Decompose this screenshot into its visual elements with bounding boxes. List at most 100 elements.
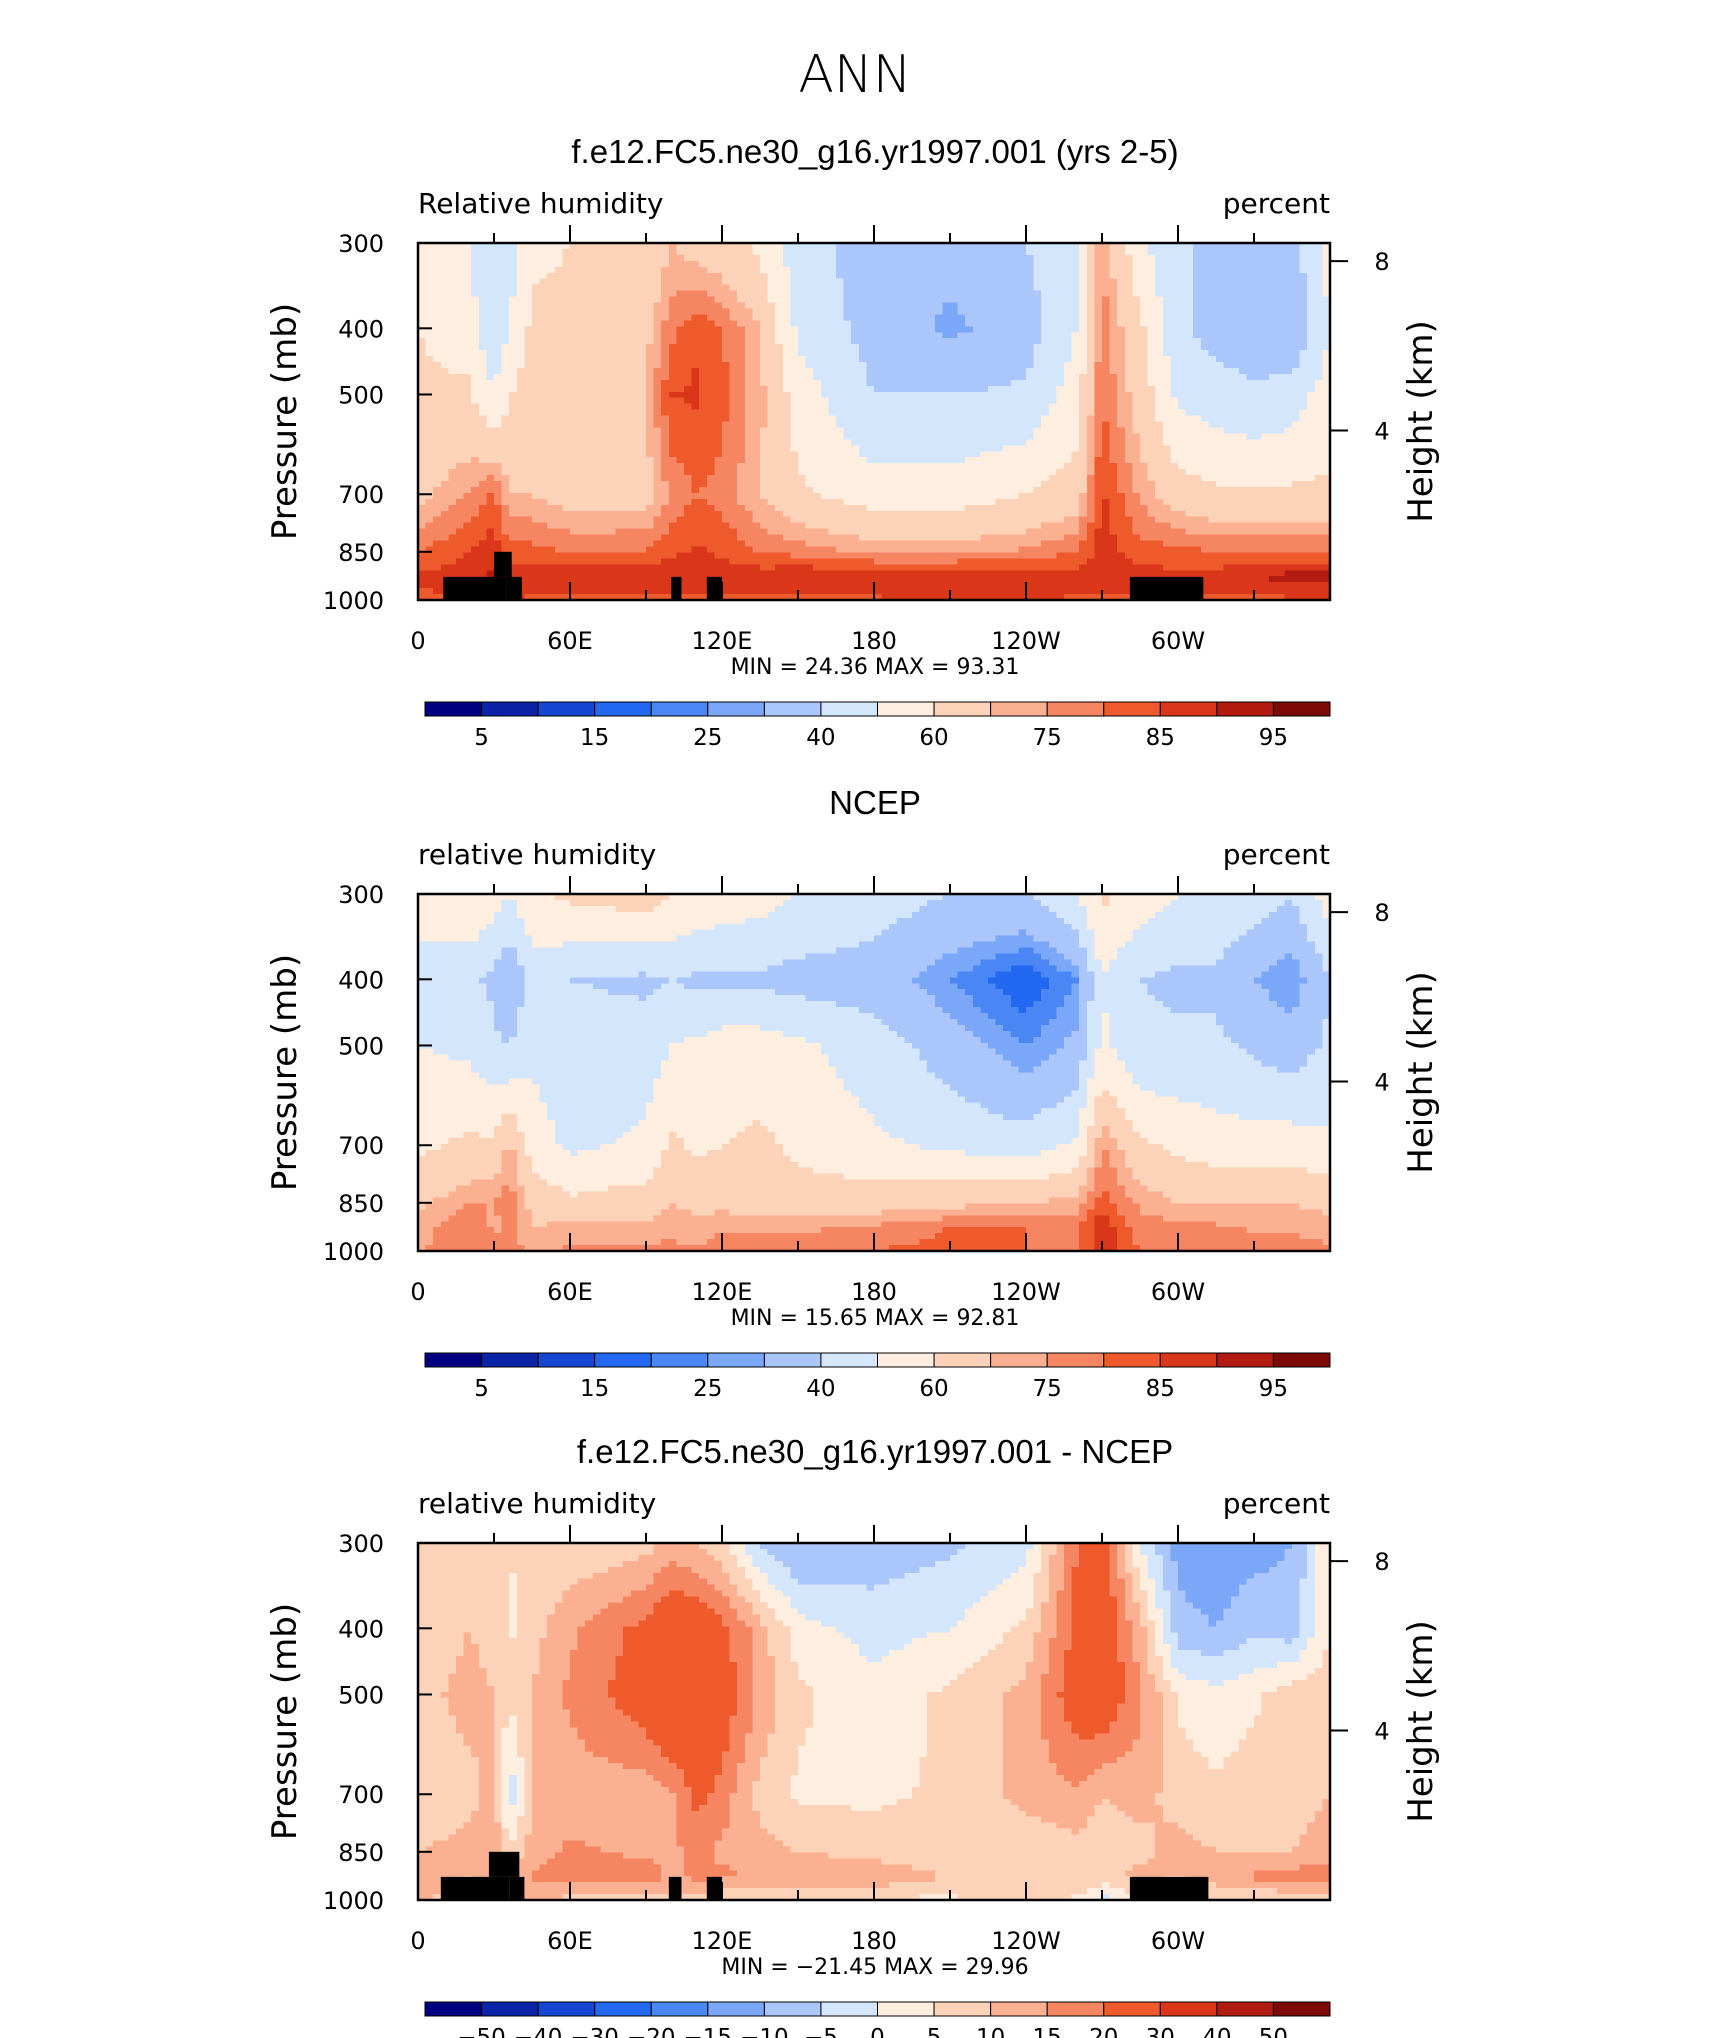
- contour-cell: [744, 248, 753, 256]
- contour-cell: [798, 433, 807, 440]
- contour-cell: [478, 266, 487, 274]
- contour-cell: [942, 350, 951, 357]
- contour-cell: [820, 391, 829, 399]
- contour-cell: [980, 421, 989, 429]
- contour-cell: [1322, 326, 1331, 333]
- contour-cell: [828, 302, 837, 310]
- contour-cell: [448, 451, 457, 458]
- contour-cell: [912, 397, 921, 405]
- contour-cell: [1056, 415, 1065, 423]
- contour-cell: [1261, 266, 1270, 274]
- contour-cell: [1048, 463, 1057, 470]
- contour-cell: [790, 296, 799, 304]
- contour-cell: [912, 338, 921, 345]
- contour-cell: [752, 296, 761, 304]
- contour-cell: [1193, 320, 1202, 327]
- contour-cell: [433, 254, 442, 262]
- contour-cell: [577, 475, 586, 482]
- contour-cell: [554, 356, 563, 363]
- contour-cell: [957, 302, 966, 310]
- contour-cell: [1162, 469, 1171, 476]
- contour-cell: [1322, 278, 1331, 286]
- contour-cell: [775, 296, 784, 304]
- contour-cell: [836, 469, 845, 476]
- contour-cell: [942, 362, 951, 369]
- contour-cell: [843, 445, 852, 452]
- contour-cell: [570, 344, 579, 351]
- contour-cell: [1109, 243, 1118, 250]
- contour-cell: [1299, 367, 1308, 375]
- contour-cell: [919, 403, 928, 411]
- contour-cell: [1193, 463, 1202, 470]
- contour-cell: [418, 362, 427, 369]
- contour-cell: [767, 344, 776, 351]
- contour-cell: [1216, 451, 1225, 458]
- contour-cell: [874, 469, 883, 476]
- contour-cell: [1185, 367, 1194, 375]
- contour-cell: [1109, 278, 1118, 286]
- contour-cell: [1223, 469, 1232, 476]
- contour-cell: [585, 391, 594, 399]
- contour-cell: [1170, 243, 1179, 250]
- contour-cell: [592, 362, 601, 369]
- contour-cell: [1079, 385, 1088, 393]
- contour-cell: [638, 469, 647, 476]
- contour-cell: [638, 296, 647, 304]
- contour-cell: [1208, 433, 1217, 440]
- contour-cell: [623, 463, 632, 470]
- contour-cell: [919, 284, 928, 292]
- contour-cell: [592, 260, 601, 268]
- contour-cell: [904, 373, 913, 381]
- contour-cell: [1117, 350, 1126, 357]
- contour-cell: [524, 421, 533, 429]
- contour-cell: [798, 457, 807, 464]
- contour-cell: [1200, 308, 1209, 315]
- contour-cell: [554, 302, 563, 310]
- contour-cell: [1140, 421, 1149, 429]
- contour-cell: [1003, 356, 1012, 363]
- contour-cell: [608, 344, 617, 351]
- contour-cell: [425, 338, 434, 345]
- contour-cell: [676, 284, 685, 292]
- contour-cell: [858, 272, 867, 280]
- contour-cell: [1276, 421, 1285, 429]
- contour-cell: [661, 266, 670, 274]
- contour-cell: [478, 391, 487, 399]
- contour-cell: [1048, 362, 1057, 369]
- contour-cell: [767, 373, 776, 381]
- contour-cell: [562, 314, 571, 321]
- contour-cell: [486, 278, 495, 286]
- contour-cell: [805, 469, 814, 476]
- contour-cell: [1216, 397, 1225, 405]
- contour-cell: [1109, 451, 1118, 458]
- contour-cell: [425, 266, 434, 274]
- contour-cell: [547, 385, 556, 393]
- contour-cell: [1064, 278, 1073, 286]
- contour-cell: [471, 278, 480, 286]
- contour-cell: [1079, 254, 1088, 262]
- contour-cell: [1216, 308, 1225, 315]
- contour-cell: [562, 463, 571, 470]
- contour-cell: [896, 308, 905, 315]
- contour-cell: [881, 362, 890, 369]
- contour-cell: [1003, 320, 1012, 327]
- contour-cell: [676, 350, 685, 357]
- contour-cell: [676, 338, 685, 345]
- contour-cell: [676, 243, 685, 250]
- contour-cell: [950, 254, 959, 262]
- contour-cell: [646, 243, 655, 250]
- contour-cell: [1010, 373, 1019, 381]
- contour-cell: [684, 254, 693, 262]
- contour-cell: [418, 415, 427, 423]
- contour-cell: [471, 326, 480, 333]
- contour-cell: [691, 290, 700, 298]
- contour-cell: [767, 326, 776, 333]
- contour-cell: [1003, 463, 1012, 470]
- contour-cell: [1147, 260, 1156, 268]
- contour-cell: [1231, 320, 1240, 327]
- contour-cell: [699, 373, 708, 381]
- contour-cell: [1094, 469, 1103, 476]
- contour-cell: [836, 403, 845, 411]
- contour-cell: [699, 302, 708, 310]
- contour-cell: [615, 362, 624, 369]
